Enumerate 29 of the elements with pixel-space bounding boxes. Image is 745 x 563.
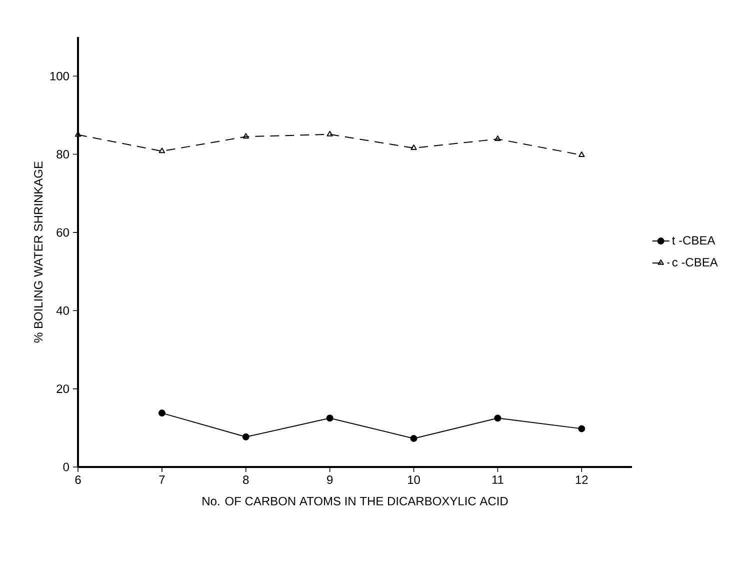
y-tick-label: 0	[63, 462, 70, 472]
point	[494, 414, 502, 422]
legend-label: c -CBEA	[672, 258, 718, 266]
x-tick-label: 7	[159, 476, 165, 484]
legend-label: t -CBEA	[672, 236, 716, 245]
y-tick-label: 40	[56, 306, 70, 315]
y-tick-label: 80	[56, 150, 70, 159]
point	[410, 144, 417, 150]
x-tick-label: 6	[75, 476, 81, 484]
point	[326, 130, 333, 136]
point	[158, 148, 166, 154]
point	[242, 433, 250, 440]
x-tick-label: 11	[492, 476, 504, 484]
y-axis-title: % BOILING WATER SHRINKAGE	[34, 162, 43, 343]
y-tick-label: 20	[56, 384, 70, 394]
point	[242, 133, 249, 139]
y-tick-label: 100	[50, 72, 69, 80]
x-tick-label: 12	[576, 476, 588, 484]
point	[326, 414, 334, 422]
point	[494, 136, 501, 142]
x-tick-label: 8	[243, 476, 249, 484]
point	[410, 434, 418, 442]
x-tick-label: 10	[408, 476, 420, 484]
x-tick-label: 9	[327, 476, 333, 484]
y-tick-label: 60	[56, 228, 70, 237]
point	[578, 152, 585, 158]
x-axis-title: No. OF CARBON ATOMS IN THE DICARBOXYLIC ACID	[202, 496, 508, 506]
point	[578, 425, 586, 432]
point	[158, 410, 166, 417]
